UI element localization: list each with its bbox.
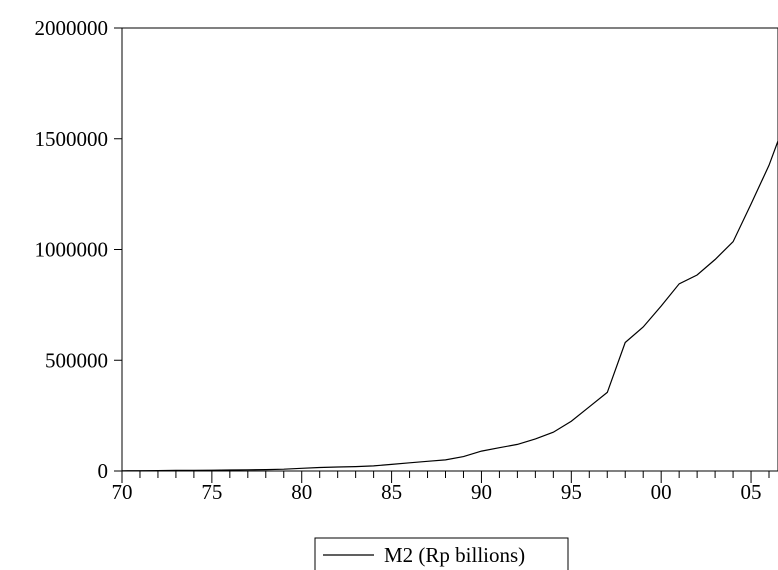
legend: M2 (Rp billions) — [314, 537, 569, 570]
x-tick-label: 00 — [651, 480, 672, 504]
legend-box — [314, 537, 569, 570]
y-tick-label: 0 — [98, 459, 109, 483]
y-tick-label: 1500000 — [35, 127, 109, 151]
plot-frame — [121, 27, 778, 472]
y-tick-label: 1000000 — [35, 238, 109, 262]
x-tick-label: 80 — [291, 480, 312, 504]
m2-series-line — [121, 140, 778, 472]
x-tick-label: 70 — [112, 480, 133, 504]
x-tick-label: 90 — [471, 480, 492, 504]
y-axis: 0 500000 1000000 1500000 2000000 — [35, 16, 122, 483]
x-tick-label: 05 — [741, 480, 762, 504]
x-tick-label: 95 — [561, 480, 582, 504]
x-tick-label: 75 — [201, 480, 222, 504]
x-tick-label: 85 — [381, 480, 402, 504]
y-tick-label: 500000 — [45, 348, 108, 372]
y-tick-label: 2000000 — [35, 16, 109, 40]
x-axis: 70 75 80 85 90 95 00 05 — [112, 471, 770, 504]
legend-label: M2 (Rp billions) — [384, 543, 525, 567]
